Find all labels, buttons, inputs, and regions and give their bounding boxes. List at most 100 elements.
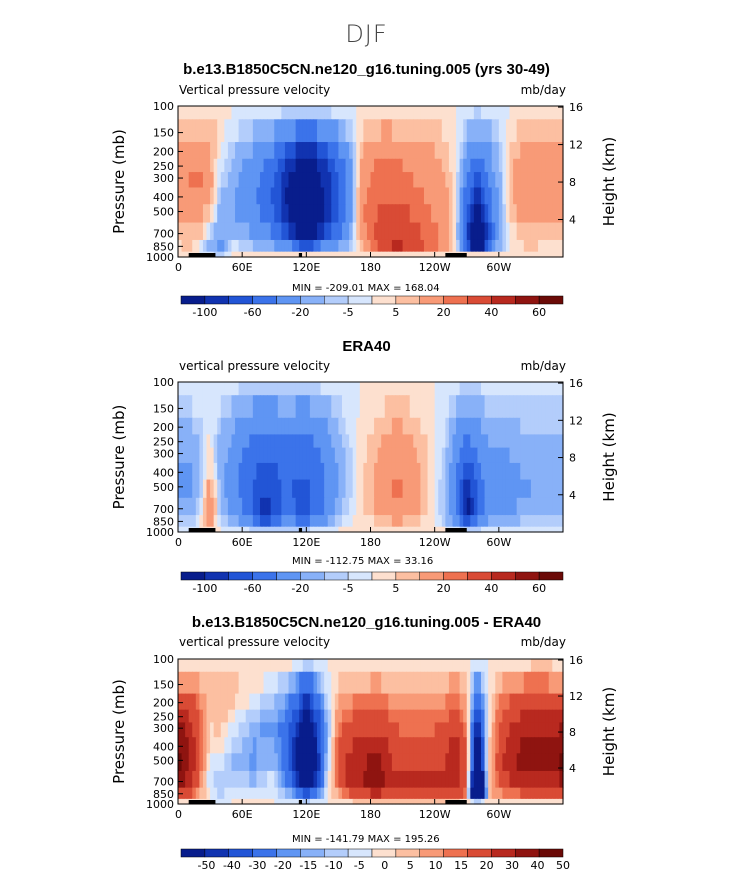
field-cell [381,515,386,528]
field-cell [466,515,471,528]
field-cell [395,659,400,673]
field-cell [548,787,553,800]
field-cell [284,709,290,724]
field-cell [509,798,514,805]
field-cell [338,770,343,789]
field-cell [484,709,489,724]
field-cell [431,770,436,789]
field-cell [520,106,525,120]
field-cell [206,787,211,800]
field-cell [423,417,429,436]
field-cell [402,671,407,695]
field-cell [488,204,493,224]
field-cell [495,187,500,205]
field-cell [242,239,247,253]
field-cell [185,222,190,241]
field-cell [231,497,236,516]
field-cell [270,693,275,711]
field-cell [263,659,268,673]
field-cell [402,479,407,499]
field-cell [267,659,272,673]
field-cell [441,447,446,464]
field-cell [345,119,350,143]
field-cell [516,142,521,160]
field-cell [470,709,475,724]
field-cell [466,239,471,253]
field-cell [498,417,503,436]
field-cell [538,106,543,120]
field-cell [245,737,250,754]
field-cell [320,251,325,258]
field-cell [349,222,354,241]
field-cell [352,447,357,464]
field-cell [459,515,464,528]
field-cell [288,204,293,224]
field-cell [341,251,347,258]
field-cell [470,251,475,258]
field-cell [188,239,193,253]
field-cell [206,671,211,695]
field-cell [277,737,282,754]
field-cell [199,204,204,224]
field-cell [245,395,250,419]
field-cell [242,659,247,673]
field-cell [231,222,236,241]
field-cell [238,187,243,205]
field-cell [391,709,397,724]
field-cell [399,395,404,419]
field-cell [299,158,304,173]
field-cell [185,515,190,528]
field-cell [256,659,261,673]
field-cell [317,659,322,673]
field-cell [231,106,236,120]
field-cell [406,434,411,449]
field-cell [295,251,300,258]
field-cell [534,462,539,481]
field-cell [188,671,193,695]
lon-tick-label: 0 [175,808,182,821]
field-cell [523,659,528,673]
field-cell [420,222,425,241]
field-cell [399,158,404,173]
field-cell [270,417,275,436]
field-cell [235,526,240,533]
field-cell [448,158,454,173]
field-cell [538,798,543,805]
field-cell [520,434,525,449]
field-cell [413,526,418,533]
field-cell [288,158,293,173]
field-cell [249,251,254,258]
field-cell [388,382,393,396]
field-cell [502,119,507,143]
field-cell [299,497,304,516]
field-cell [317,671,322,695]
field-cell [402,722,407,738]
field-cell [534,787,539,800]
field-cell [552,142,557,160]
field-cell [202,158,208,173]
field-cell [399,737,404,754]
field-cell [192,515,197,528]
field-cell [213,222,218,241]
field-cell [477,447,482,464]
field-cell [206,417,211,436]
field-cell [252,798,258,805]
field-cell [495,753,500,772]
field-cell [406,526,411,533]
field-cell [213,497,218,516]
field-cell [431,515,436,528]
field-cell [292,709,297,724]
field-cell [391,222,397,241]
field-cell [513,693,518,711]
field-cell [513,753,518,772]
field-cell [227,106,233,120]
field-cell [199,462,204,481]
field-cell [331,709,336,724]
field-cell [377,693,382,711]
field-cell [213,187,218,205]
field-cell [331,515,336,528]
height-tick-label: 8 [569,176,576,189]
field-cell [313,659,318,673]
field-cell [324,709,329,724]
